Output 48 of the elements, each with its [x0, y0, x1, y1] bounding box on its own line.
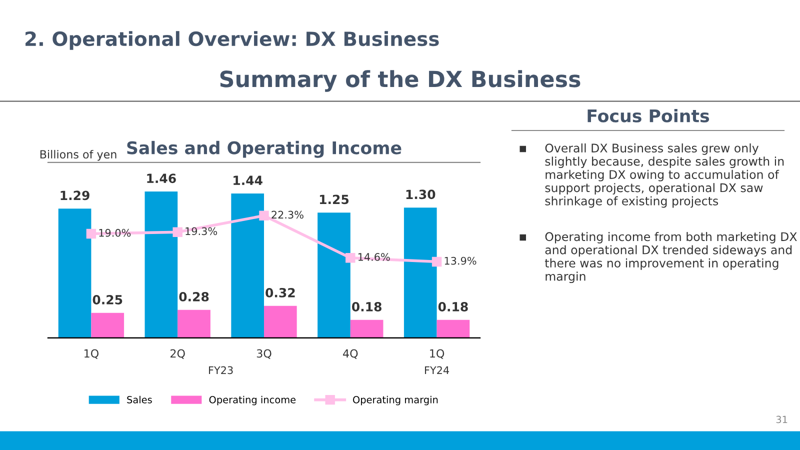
data-label: 1.30	[406, 190, 436, 200]
text: 2. Operational Overview: DX Business	[26, 31, 439, 50]
data-label: 1.44	[234, 176, 262, 185]
legend-label: Sales	[127, 396, 152, 404]
data-label: 0.18	[352, 302, 382, 312]
point	[172, 227, 182, 237]
bar	[58, 208, 92, 338]
bar	[350, 320, 384, 338]
point	[346, 253, 356, 263]
data-label: 0.25	[92, 294, 122, 304]
text: FY23	[209, 366, 233, 374]
data-label: 0.28	[179, 292, 209, 302]
data-label: 1.25	[320, 194, 349, 204]
point	[432, 256, 442, 267]
bar	[144, 192, 178, 338]
legend-label: Operating margin	[353, 396, 438, 406]
text: 31	[776, 416, 788, 424]
chart-title: Sales and Operating Income	[127, 140, 402, 158]
x-tick-label: 3Q	[256, 349, 272, 359]
legend-label: Operating income	[209, 396, 296, 406]
data-label: 19.0%	[99, 228, 131, 237]
data-label: 13.9%	[444, 256, 476, 265]
point	[86, 228, 96, 239]
data-label: 0.32	[266, 288, 295, 298]
data-label: 19.3%	[186, 227, 218, 236]
bar	[436, 320, 470, 338]
data-label: 22.3%	[272, 210, 304, 219]
x-tick-label: 1Q	[84, 349, 98, 359]
bar	[404, 208, 437, 338]
x-tick-label: 1Q	[430, 349, 444, 359]
data-label: 0.18	[438, 302, 468, 312]
y-axis-title: Billions of yen	[40, 150, 116, 161]
data-label: 1.29	[60, 190, 90, 200]
text: Summary of the DX Business	[220, 70, 580, 92]
text: Overall DX Business sales grew only slightly because, despite sales growth in marketing DX owing to accumulation of support projects, operational DX saw shrinkage of existing projects	[545, 143, 784, 208]
x-tick-label: 2Q	[170, 349, 185, 359]
data-label: 1.46	[147, 174, 176, 184]
point	[259, 210, 269, 221]
data-label: 14.6%	[358, 253, 390, 261]
bar	[264, 306, 297, 338]
bar	[318, 212, 350, 338]
bar	[231, 194, 264, 338]
x-tick-label: 4Q	[343, 349, 358, 359]
text: FY24	[425, 366, 450, 374]
bar	[178, 310, 210, 338]
bar	[91, 312, 124, 338]
text: Focus Points	[588, 108, 710, 122]
text: Operating income from both marketing DX and operational DX trended sideways and there was no improvement in operating margin	[544, 232, 797, 284]
